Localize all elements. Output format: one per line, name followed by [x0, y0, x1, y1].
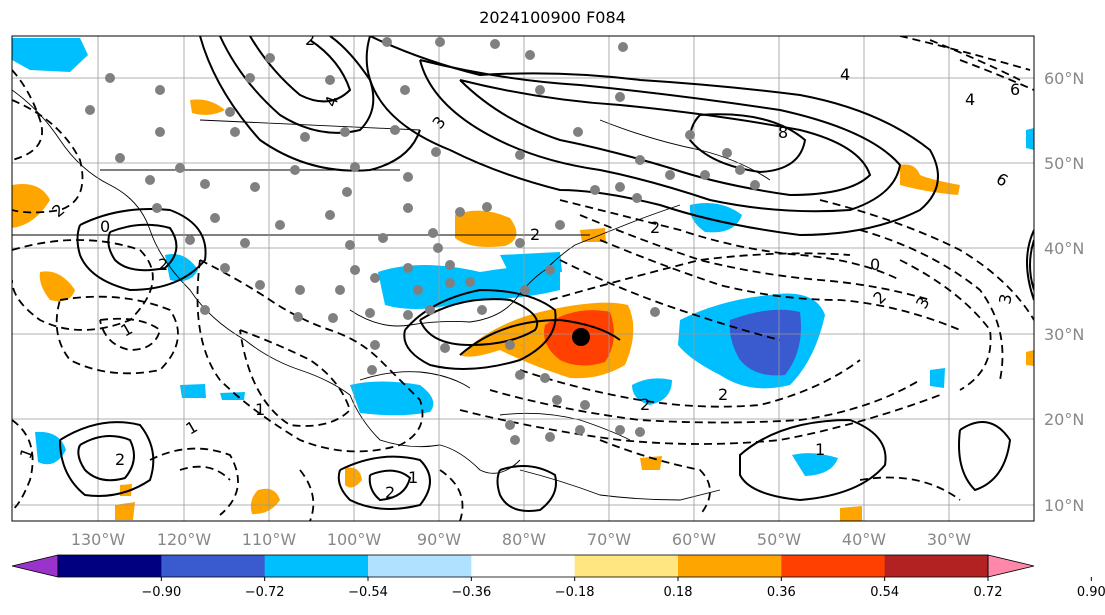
- colorbar-tick-label: −0.18: [555, 585, 595, 600]
- contour-label: 4: [840, 65, 850, 84]
- colorbar-tick-label: 0.18: [664, 585, 693, 600]
- lat-label: 20°N: [1044, 410, 1084, 429]
- lon-label: 70°W: [587, 530, 631, 549]
- colorbar-segment: [264, 555, 369, 577]
- colorbar-segment: [678, 555, 782, 577]
- contour-label: 2: [640, 395, 650, 414]
- contour-label: 3: [995, 292, 1015, 305]
- colorbar-tick-label: −0.36: [451, 585, 491, 600]
- colorbar-segment: [884, 555, 989, 577]
- colorbar-frame: [57, 554, 989, 578]
- colorbar-tick-label: 0.54: [870, 585, 899, 600]
- contour-label: 1: [815, 440, 825, 459]
- colorbar-over-arrow: [987, 554, 1035, 578]
- longitude-labels: 130°W 120°W 110°W 100°W 90°W 80°W 70°W 6…: [71, 530, 971, 549]
- lon-label: 60°W: [672, 530, 716, 549]
- lon-label: 50°W: [757, 530, 801, 549]
- lon-label: 130°W: [71, 530, 126, 549]
- contour-label: 2: [305, 30, 315, 49]
- positive-contours: [59, 36, 1034, 512]
- colorbar-tick-label: 0.72: [974, 585, 1003, 600]
- latitude-labels: 60°N 50°N 40°N 30°N 20°N 10°N: [1044, 69, 1084, 515]
- colorbar-under-arrow: [11, 554, 59, 578]
- contour-label: 4: [965, 90, 975, 109]
- contour-label: 1: [408, 468, 418, 487]
- colorbar-segment: [781, 555, 886, 577]
- contour-label: 2: [718, 385, 728, 404]
- colorbar-segment: [368, 555, 472, 577]
- map-title: 2024100900 F084: [479, 8, 626, 27]
- contour-label: 2: [530, 225, 540, 244]
- station-dots: [85, 37, 760, 445]
- storm-center-marker: [572, 328, 590, 346]
- colorbar-tick-label: 0.36: [767, 585, 796, 600]
- lon-label: 80°W: [502, 530, 546, 549]
- colorbar-tick-label: −0.72: [245, 585, 285, 600]
- negative-contours: [12, 36, 1034, 521]
- lat-label: 10°N: [1044, 496, 1084, 515]
- colorbar-tick-label: −0.54: [348, 585, 388, 600]
- contour-label: 2: [385, 483, 395, 502]
- colorbar-segment: [574, 555, 679, 577]
- contour-label: 0: [100, 217, 110, 236]
- contour-label: 8: [778, 123, 788, 142]
- colorbar: −0.90 −0.72 −0.54 −0.36 −0.18 0.18 0.36 0.54 0.7…: [11, 554, 1105, 600]
- lon-label: 110°W: [242, 530, 297, 549]
- colorbar-segment: [58, 555, 162, 577]
- lon-label: 120°W: [157, 530, 212, 549]
- contour-label: 1: [255, 400, 265, 419]
- lon-label: 100°W: [327, 530, 382, 549]
- contour-label: 2: [115, 450, 125, 469]
- contour-label: 2: [158, 255, 168, 274]
- colorbar-segment: [471, 555, 576, 577]
- lat-label: 50°N: [1044, 154, 1084, 173]
- lon-label: 90°W: [417, 530, 461, 549]
- contour-label: 6: [1010, 80, 1020, 99]
- map-frame: [11, 35, 1035, 522]
- lon-label: 30°W: [927, 530, 971, 549]
- colorbar-segment: [161, 555, 266, 577]
- contour-label: 2: [650, 218, 660, 237]
- lat-label: 40°N: [1044, 239, 1084, 258]
- lat-label: 30°N: [1044, 325, 1084, 344]
- contour-label: 0: [870, 255, 880, 274]
- colorbar-tick-label: −0.90: [141, 585, 181, 600]
- lat-label: 60°N: [1044, 69, 1084, 88]
- colorbar-tick-label: 0.90: [1077, 585, 1105, 600]
- lon-label: 40°W: [842, 530, 886, 549]
